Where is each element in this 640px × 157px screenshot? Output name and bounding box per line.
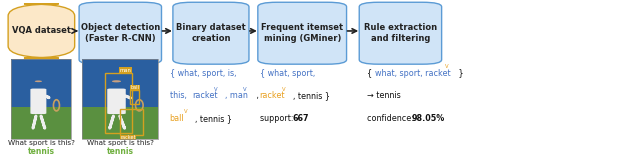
Bar — [12, 59, 72, 139]
Circle shape — [112, 80, 121, 82]
FancyArrowPatch shape — [33, 116, 36, 128]
Text: racket: racket — [260, 91, 285, 100]
Bar — [12, 107, 72, 139]
Text: V: V — [282, 87, 285, 92]
Bar — [83, 59, 158, 139]
FancyArrowPatch shape — [120, 116, 125, 128]
Text: racket: racket — [192, 91, 218, 100]
Text: { what, sport, is,: { what, sport, is, — [170, 68, 236, 78]
Text: What sport is this?: What sport is this? — [8, 141, 75, 146]
Text: V: V — [214, 87, 218, 92]
Text: 98.05%: 98.05% — [412, 114, 445, 123]
Text: man: man — [120, 68, 132, 73]
Text: Frequent itemset
mining (GMiner): Frequent itemset mining (GMiner) — [261, 23, 343, 43]
Text: Rule extraction
and filtering: Rule extraction and filtering — [364, 23, 437, 43]
Circle shape — [35, 80, 42, 82]
Text: V: V — [243, 87, 247, 92]
Text: V: V — [184, 109, 188, 114]
FancyBboxPatch shape — [359, 2, 442, 64]
Text: , man: , man — [225, 91, 248, 100]
Text: tennis: tennis — [107, 147, 134, 156]
Text: VQA dataset: VQA dataset — [12, 27, 71, 35]
Bar — [83, 107, 158, 139]
Text: 667: 667 — [293, 114, 309, 123]
Text: racket: racket — [120, 135, 136, 140]
Text: , tennis }: , tennis } — [195, 114, 232, 123]
FancyBboxPatch shape — [258, 2, 346, 64]
Text: { what, sport,: { what, sport, — [260, 68, 315, 78]
Text: Object detection
(Faster R-CNN): Object detection (Faster R-CNN) — [81, 23, 160, 43]
Text: ,: , — [254, 91, 259, 100]
FancyBboxPatch shape — [8, 4, 75, 58]
FancyArrowPatch shape — [45, 96, 49, 98]
Bar — [83, 59, 158, 107]
FancyBboxPatch shape — [108, 89, 125, 114]
FancyArrowPatch shape — [109, 116, 113, 128]
Text: ball: ball — [170, 114, 184, 123]
Text: support:: support: — [260, 114, 296, 123]
FancyBboxPatch shape — [30, 89, 46, 114]
Text: V: V — [445, 64, 448, 69]
FancyBboxPatch shape — [79, 2, 161, 64]
Text: ball: ball — [131, 85, 140, 90]
Bar — [130, 90, 140, 104]
Text: → tennis: → tennis — [367, 91, 401, 100]
FancyArrowPatch shape — [125, 96, 131, 98]
Text: }: } — [456, 68, 463, 78]
Bar — [12, 59, 72, 107]
Text: Binary dataset
creation: Binary dataset creation — [176, 23, 246, 43]
FancyArrowPatch shape — [41, 116, 45, 128]
FancyBboxPatch shape — [173, 2, 249, 64]
Text: What sport is this?: What sport is this? — [87, 141, 154, 146]
Bar — [105, 73, 132, 133]
Text: what, sport, racket: what, sport, racket — [375, 68, 451, 78]
Text: confidence:: confidence: — [367, 114, 417, 123]
Text: tennis: tennis — [28, 147, 54, 156]
Text: , tennis }: , tennis } — [293, 91, 330, 100]
Text: {: { — [367, 68, 375, 78]
Bar — [120, 109, 143, 135]
Text: this,: this, — [170, 91, 189, 100]
